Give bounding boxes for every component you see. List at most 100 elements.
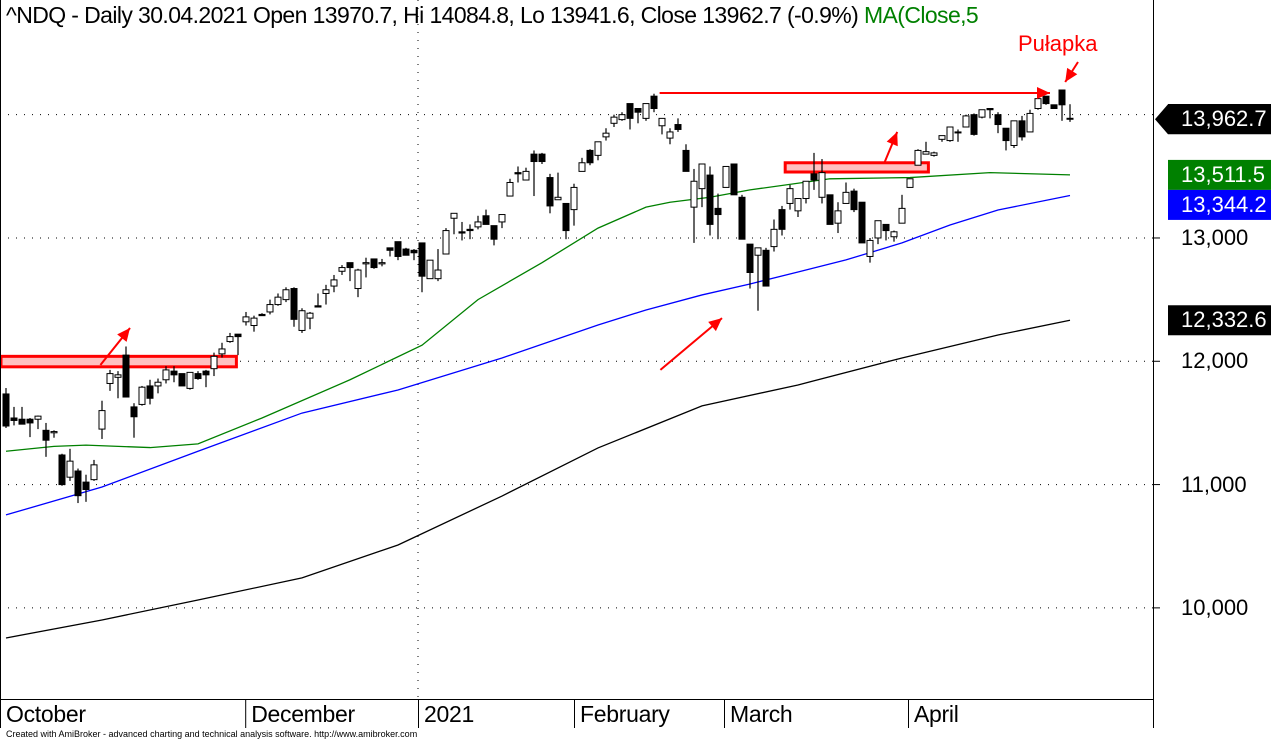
candle bbox=[234, 333, 242, 356]
ma100-value: 13,344.2 bbox=[1181, 191, 1267, 217]
candle bbox=[146, 379, 154, 405]
candle-body-down bbox=[1042, 95, 1050, 105]
candle-body-up bbox=[962, 115, 970, 128]
candle-body-down bbox=[202, 370, 210, 376]
candle bbox=[954, 129, 962, 142]
candle bbox=[394, 241, 402, 261]
candle-body-down bbox=[562, 202, 570, 232]
candle-body-up bbox=[602, 132, 610, 138]
candle bbox=[282, 287, 290, 303]
candle-body-up bbox=[922, 151, 930, 155]
arrow-annotation bbox=[883, 131, 899, 164]
candle-body-down bbox=[130, 406, 138, 418]
candle-body-down bbox=[986, 108, 994, 111]
candle bbox=[1018, 115, 1026, 141]
candle bbox=[402, 247, 410, 256]
candle-body-up bbox=[618, 114, 626, 121]
candle bbox=[642, 103, 650, 121]
candle-body-down bbox=[490, 225, 498, 240]
candle-body-down bbox=[146, 385, 154, 399]
candle-body-up bbox=[34, 415, 42, 420]
candle bbox=[858, 201, 866, 244]
candle-body-up bbox=[210, 355, 218, 370]
candle-body-up bbox=[786, 188, 794, 204]
candle bbox=[242, 311, 250, 326]
candle bbox=[226, 332, 234, 343]
candle bbox=[794, 198, 802, 218]
candle-body-down bbox=[778, 209, 786, 230]
candle-body-up bbox=[610, 116, 618, 124]
candle bbox=[666, 128, 674, 145]
candle-body-up bbox=[274, 296, 282, 306]
arrowhead bbox=[708, 318, 722, 332]
candle bbox=[18, 406, 26, 425]
candle bbox=[114, 371, 122, 399]
candle-body-up bbox=[954, 131, 962, 134]
candle-body-up bbox=[834, 210, 842, 224]
candle bbox=[930, 151, 938, 157]
month-label: October bbox=[6, 701, 86, 727]
candle-body-up bbox=[498, 214, 506, 223]
candle bbox=[346, 262, 354, 282]
arrowhead bbox=[1037, 86, 1050, 99]
candle-body-down bbox=[18, 418, 26, 425]
candle bbox=[170, 366, 178, 383]
candle-body-up bbox=[930, 152, 938, 156]
arrow-annotation bbox=[99, 327, 131, 366]
candle bbox=[50, 430, 58, 438]
candle-body-down bbox=[74, 470, 82, 497]
candle bbox=[834, 202, 842, 234]
candle-body-up bbox=[1010, 120, 1018, 146]
candle-body-up bbox=[898, 207, 906, 224]
candle bbox=[138, 385, 146, 406]
candle bbox=[826, 194, 834, 225]
candle bbox=[434, 249, 442, 282]
candle bbox=[506, 178, 514, 197]
candle-body-down bbox=[402, 248, 410, 256]
candle-body-down bbox=[650, 95, 658, 110]
candle bbox=[882, 223, 890, 241]
candle bbox=[762, 247, 770, 287]
candle bbox=[618, 112, 626, 121]
candle bbox=[1042, 95, 1050, 105]
candle-body-down bbox=[122, 354, 130, 398]
candle bbox=[938, 135, 946, 142]
candle-body-down bbox=[1058, 89, 1066, 106]
candle-body-down bbox=[10, 417, 18, 421]
candle bbox=[626, 103, 634, 130]
candle-body-up bbox=[362, 262, 370, 265]
candle-body-up bbox=[226, 336, 234, 343]
candle bbox=[714, 193, 722, 240]
candle-body-up bbox=[818, 172, 826, 198]
ma-line-ma50 bbox=[5, 171, 1071, 452]
candle bbox=[290, 287, 298, 327]
candle-body-up bbox=[842, 191, 850, 204]
candle-body-up bbox=[754, 247, 762, 256]
candle-body-down bbox=[290, 288, 298, 320]
month-label: 2021 bbox=[424, 701, 474, 727]
candle-body-down bbox=[730, 163, 738, 196]
candle bbox=[210, 352, 218, 377]
candle-body-up bbox=[770, 228, 778, 248]
candle-body-down bbox=[58, 454, 66, 486]
candle-body-down bbox=[346, 262, 354, 269]
candle bbox=[842, 182, 850, 204]
candle bbox=[746, 243, 754, 289]
candle-body-up bbox=[354, 269, 362, 290]
candle bbox=[58, 453, 66, 486]
candle-body-up bbox=[426, 259, 434, 280]
candle-body-down bbox=[682, 149, 690, 172]
chart-frame bbox=[0, 0, 1154, 728]
candle bbox=[274, 293, 282, 306]
candle-body-up bbox=[266, 304, 274, 313]
x-axis-ticks bbox=[0, 699, 909, 728]
candle-body-down bbox=[178, 373, 186, 387]
candle bbox=[906, 178, 914, 188]
candle-body-down bbox=[386, 247, 394, 251]
candle-body-up bbox=[186, 371, 194, 389]
candle-body-up bbox=[690, 180, 698, 208]
candle bbox=[186, 371, 194, 390]
y-tick-label: 12,000 bbox=[1181, 348, 1249, 374]
candle bbox=[602, 128, 610, 141]
